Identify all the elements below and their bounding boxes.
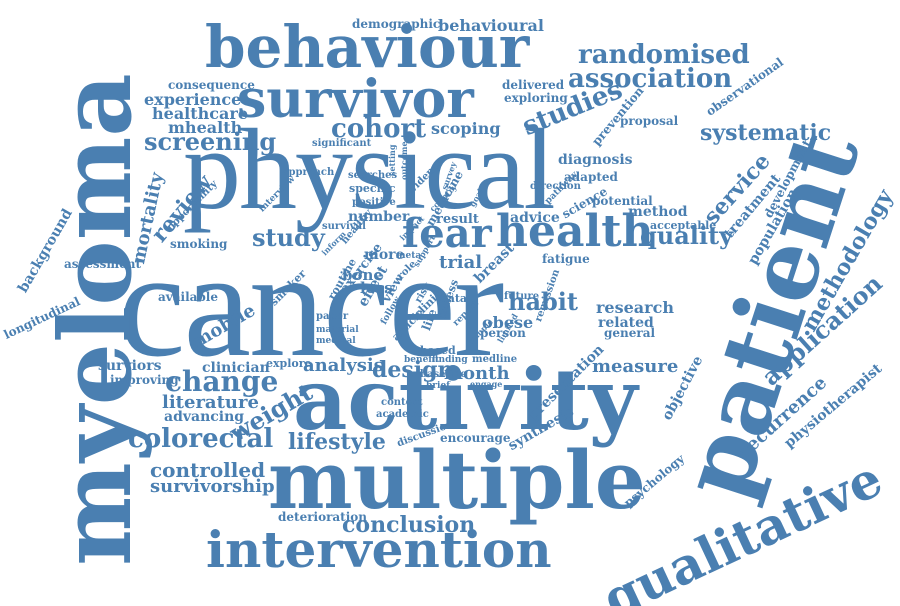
word-more: more bbox=[364, 247, 405, 263]
word-survivorship: survivorship bbox=[150, 476, 275, 497]
word-smoking: smoking bbox=[170, 237, 228, 251]
word-available: available bbox=[158, 290, 218, 304]
word-diagnosis: diagnosis bbox=[558, 152, 633, 168]
word-meta: meta bbox=[396, 251, 422, 261]
word-consequence: consequence bbox=[168, 78, 255, 92]
word-person: person bbox=[480, 326, 526, 340]
word-improving: improving bbox=[110, 373, 179, 387]
word-association: association bbox=[568, 64, 733, 94]
word-searches: searches bbox=[348, 170, 398, 181]
word-screening: screening bbox=[144, 127, 277, 156]
word-medline: medline bbox=[472, 354, 518, 365]
word-colorectal: colorectal bbox=[128, 424, 274, 454]
word-acceptable: acceptable bbox=[650, 219, 717, 232]
word-fatigue: fatigue bbox=[542, 252, 590, 266]
word-clinician: clinician bbox=[202, 360, 270, 376]
word-based: based bbox=[420, 344, 456, 357]
word-general: general bbox=[604, 326, 656, 340]
word-potential: potential bbox=[592, 194, 653, 208]
word-change: change bbox=[165, 365, 279, 398]
word-baseline: baseline bbox=[420, 369, 467, 380]
word-number: number bbox=[348, 209, 410, 225]
word-behaviour: behaviour bbox=[205, 13, 530, 81]
word-encourage: encourage bbox=[440, 431, 511, 445]
word-healthcare: healthcare bbox=[152, 104, 248, 123]
word-conclusion: conclusion bbox=[342, 512, 476, 538]
word-engage: engage bbox=[470, 379, 503, 389]
word-lifestyle: lifestyle bbox=[288, 429, 386, 455]
word-literature: literature bbox=[162, 392, 259, 413]
word-experience: experience bbox=[144, 90, 242, 109]
word-systematic: systematic bbox=[700, 120, 832, 146]
word-bone: bone bbox=[342, 266, 383, 284]
word-deterioration: deterioration bbox=[278, 510, 368, 524]
word-surviors: surviors bbox=[98, 358, 162, 374]
word-trial: trial bbox=[439, 252, 483, 273]
word-outcome: outcome bbox=[399, 141, 409, 180]
word-survival: survival bbox=[322, 221, 366, 232]
word-quality: quality bbox=[640, 221, 734, 250]
word-specific: specific bbox=[349, 182, 396, 195]
word-material: material bbox=[316, 325, 359, 335]
word-physical: physical bbox=[183, 106, 556, 234]
word-advice: advice bbox=[510, 210, 560, 226]
word-loss: loss bbox=[360, 279, 393, 297]
word-mhealth: mhealth bbox=[168, 118, 243, 137]
word-academic: academic bbox=[376, 409, 429, 420]
word-study: study bbox=[252, 223, 325, 252]
word-month: month bbox=[444, 363, 510, 384]
word-intervention: intervention bbox=[206, 520, 552, 579]
word-controlled: controlled bbox=[150, 458, 266, 482]
word-explore: explore bbox=[266, 357, 312, 370]
word-fear: fear bbox=[402, 210, 492, 257]
word-brief: brief bbox=[426, 381, 451, 391]
word-paper: paper bbox=[316, 311, 349, 322]
word-positive: positive bbox=[352, 197, 396, 208]
word-future: future bbox=[504, 291, 540, 302]
word-approach: approach bbox=[282, 167, 335, 178]
word-finding: finding bbox=[432, 355, 468, 365]
word-activity: activity bbox=[293, 350, 638, 449]
word-randomised: randomised bbox=[578, 40, 750, 70]
word-design: design bbox=[372, 357, 454, 383]
word-related: related bbox=[598, 315, 654, 331]
word-method: method bbox=[628, 204, 688, 220]
word-measure: measure bbox=[592, 356, 679, 377]
word-advancing: advancing bbox=[164, 409, 245, 425]
word-data: data bbox=[440, 292, 468, 305]
word-exploring: exploring bbox=[504, 91, 568, 105]
word-cancer: cancer bbox=[118, 220, 504, 388]
word-context: context bbox=[381, 397, 423, 408]
word-proposal: proposal bbox=[620, 114, 679, 128]
word-assessment: assessment bbox=[64, 257, 142, 271]
word-demographic: demographic bbox=[352, 17, 441, 31]
word-setting: setting bbox=[387, 144, 397, 176]
word-behavioural: behavioural bbox=[438, 16, 544, 35]
word-analysis: analysis bbox=[303, 355, 384, 376]
word-habit: habit bbox=[508, 287, 578, 316]
word-obese: obese bbox=[482, 313, 534, 332]
word-research: research bbox=[596, 298, 674, 317]
word-multiple: multiple bbox=[268, 433, 646, 527]
word-survivor: survivor bbox=[237, 69, 474, 130]
word-direction: direction bbox=[530, 181, 581, 192]
word-benefit: benefit bbox=[404, 355, 439, 365]
word-medical: medical bbox=[316, 336, 356, 346]
word-delivered: delivered bbox=[502, 78, 565, 92]
word-significant: significant bbox=[312, 138, 372, 149]
word-myeloma: myeloma bbox=[39, 73, 154, 566]
word-result: result bbox=[436, 212, 479, 227]
word-adapted: adapted bbox=[564, 170, 618, 184]
word-cohort: cohort bbox=[331, 114, 427, 144]
word-scoping: scoping bbox=[431, 119, 501, 138]
word-health: health bbox=[496, 206, 654, 257]
